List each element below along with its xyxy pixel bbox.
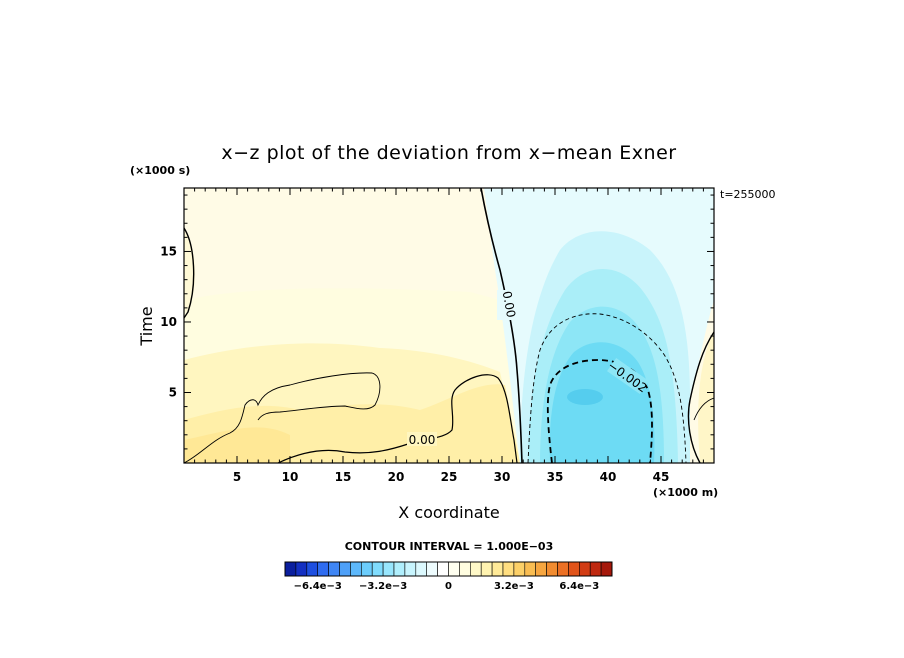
colorbar-swatch (589, 561, 602, 577)
colorbar-swatch (502, 561, 515, 577)
colorbar-labels: −6.4e−3 −3.2e−3 0 3.2e−3 6.4e−3 (294, 581, 600, 592)
colorbar-swatch (437, 561, 449, 577)
colorbar-swatch (546, 561, 558, 577)
contour-label-bg-2 (407, 432, 437, 446)
y-tick-label: 15 (160, 244, 177, 258)
colorbar-tick-label: −6.4e−3 (294, 581, 342, 592)
x-tick-label: 10 (282, 470, 299, 484)
colorbar-swatch (524, 561, 536, 577)
colorbar-swatch (339, 561, 351, 577)
colorbar-swatch (513, 561, 526, 577)
x-tick-label: 5 (233, 470, 241, 484)
y-axis: 5 10 15 (160, 194, 714, 450)
colorbar-swatch (469, 561, 482, 577)
contour-interval-text: CONTOUR INTERVAL = 1.000E−03 (345, 540, 554, 553)
y-tick-label: 5 (169, 385, 177, 399)
zero-contour-right (687, 331, 714, 463)
contour-label-2: 0.00 (409, 433, 436, 447)
colorbar-swatch (557, 561, 569, 577)
colorbar-swatch (317, 561, 329, 577)
heatmap-fill (184, 188, 714, 463)
zero-contour-lower (277, 374, 518, 463)
colorbar-swatch (382, 561, 395, 577)
contour-negative-1 (527, 313, 687, 463)
contour-label-1: 0.00 (500, 290, 518, 319)
colorbar-swatch (404, 561, 417, 577)
colorbar-swatch (480, 561, 493, 577)
y-axis-label: Time (137, 306, 156, 346)
colorbar-swatch (350, 561, 362, 577)
colorbar-swatch (426, 561, 438, 577)
colorbar-swatch (328, 561, 340, 577)
colorbar-swatch (306, 561, 318, 577)
positive-core (184, 427, 290, 463)
x-tick-label: 30 (494, 470, 511, 484)
contour-lines (184, 188, 714, 463)
colorbar-swatch (371, 561, 384, 577)
colorbar-swatch (578, 561, 591, 577)
contour-label-bg-1 (497, 290, 513, 320)
colorbar-tick-label: 6.4e−3 (559, 581, 599, 592)
right-edge-lobe (698, 330, 714, 463)
x-tick-label: 20 (388, 470, 405, 484)
colorbar-swatch (415, 561, 427, 577)
colorbar-swatch (491, 561, 504, 577)
colorbar-tick-label: 3.2e−3 (494, 581, 534, 592)
zero-contour-left (184, 227, 195, 319)
colorbar (284, 561, 613, 577)
chart-title: x−z plot of the deviation from x−mean Ex… (221, 142, 676, 164)
x-tick-label: 15 (335, 470, 352, 484)
colorbar-swatch (393, 561, 406, 577)
x-axis-label: X coordinate (398, 503, 499, 522)
negative-minimum (567, 389, 603, 405)
time-label: t=255000 (720, 188, 776, 201)
colorbar-frame (284, 561, 613, 577)
x-axis-unit: (×1000 m) (653, 486, 718, 499)
colorbar-tick-label: −3.2e−3 (359, 581, 407, 592)
colorbar-swatch (295, 561, 308, 577)
colorbar-swatch (600, 561, 613, 577)
contour-positive-1 (184, 372, 381, 463)
y-tick-label: 10 (160, 315, 177, 329)
x-tick-label: 45 (653, 470, 670, 484)
contour-positive-right (693, 397, 714, 421)
colorbar-swatch (448, 561, 460, 577)
x-tick-label: 25 (441, 470, 458, 484)
colorbar-swatch (535, 561, 547, 577)
zero-contour-main (480, 188, 523, 463)
colorbar-swatch (360, 561, 373, 577)
colorbar-swatch (568, 561, 580, 577)
x-axis: 5 10 15 20 25 30 35 40 45 (194, 188, 704, 484)
y-axis-unit: (×1000 s) (130, 164, 190, 177)
colorbar-swatch (459, 561, 471, 577)
x-tick-label: 40 (600, 470, 617, 484)
contour-label-bg-3 (607, 357, 649, 395)
colorbar-swatch (284, 561, 297, 577)
colorbar-tick-label: 0 (445, 581, 452, 592)
x-tick-label: 35 (547, 470, 564, 484)
